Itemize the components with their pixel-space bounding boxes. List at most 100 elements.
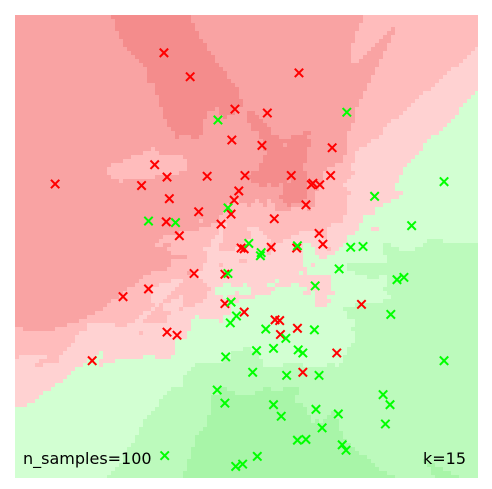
green-point [212,385,223,395]
green-point [310,280,321,291]
red-point [149,159,160,170]
red-point [136,180,147,191]
green-point [268,343,279,354]
green-point [399,272,409,283]
red-point [193,206,204,217]
green-point [369,191,380,202]
green-point [385,309,396,320]
red-point [274,315,285,326]
red-point [307,178,318,189]
green-point [223,268,233,279]
red-point [292,323,303,334]
red-point [286,170,297,181]
green-point [292,435,303,446]
green-point [219,398,230,409]
green-point [311,404,321,415]
green-point [247,367,258,378]
green-point [230,461,241,472]
green-point [439,176,449,187]
red-point [266,242,277,253]
red-point [226,209,236,219]
green-point [341,107,352,118]
red-point [185,71,196,82]
red-point [325,170,336,181]
green-point [439,355,449,366]
green-point [223,203,233,213]
red-point [143,284,154,294]
red-point [216,219,226,230]
red-point [172,330,182,341]
green-point [251,345,262,356]
green-point [301,434,311,445]
green-point [255,250,266,261]
red-point [240,170,250,181]
red-point [226,135,237,145]
n-samples-label: n_samples=100 [23,449,152,469]
red-point [236,243,247,253]
green-point [334,263,345,274]
red-point [269,213,280,224]
red-point [189,268,199,279]
red-point [327,142,338,153]
green-point [293,344,304,355]
red-point [294,67,304,78]
red-point [174,230,185,241]
red-point [162,172,172,182]
red-point [219,269,230,280]
green-point [220,351,231,362]
green-point [159,450,170,461]
green-point [281,370,292,381]
red-point [331,348,342,358]
green-point [314,370,324,381]
green-point [226,297,236,307]
green-point [256,247,267,258]
green-point [337,439,348,450]
green-point [297,348,308,358]
red-point [297,367,308,378]
green-point [358,241,368,252]
green-point [260,324,271,334]
green-point [333,409,344,419]
green-point [237,459,248,470]
green-point [345,242,356,253]
green-point [317,422,328,433]
green-point [268,399,279,410]
red-point [159,47,169,58]
green-point [406,220,417,231]
red-point [314,228,324,239]
red-point [87,355,98,366]
green-point [292,240,303,251]
red-point [356,299,367,310]
green-point [243,238,254,249]
red-point [230,104,240,115]
red-point [50,179,61,189]
decision-regions [15,15,478,478]
green-point [225,317,236,328]
red-point [301,199,311,210]
k-label: k=15 [423,449,466,468]
green-point [276,411,287,422]
red-point [257,140,267,151]
green-point [309,324,320,335]
red-point [317,239,328,250]
red-point [118,291,128,302]
red-point [202,171,213,182]
green-point [392,274,402,285]
green-point [213,115,223,125]
red-point [262,108,273,118]
red-point [239,307,250,317]
green-point [252,451,263,462]
green-point [143,216,154,226]
red-point [314,179,325,190]
green-point [380,419,391,429]
green-point [170,217,181,228]
red-point [229,195,240,206]
green-point [385,399,395,410]
red-point [161,216,172,227]
red-point [233,186,244,196]
red-point [164,193,175,204]
green-point [341,445,351,456]
green-point [280,333,291,344]
green-point [378,389,388,400]
